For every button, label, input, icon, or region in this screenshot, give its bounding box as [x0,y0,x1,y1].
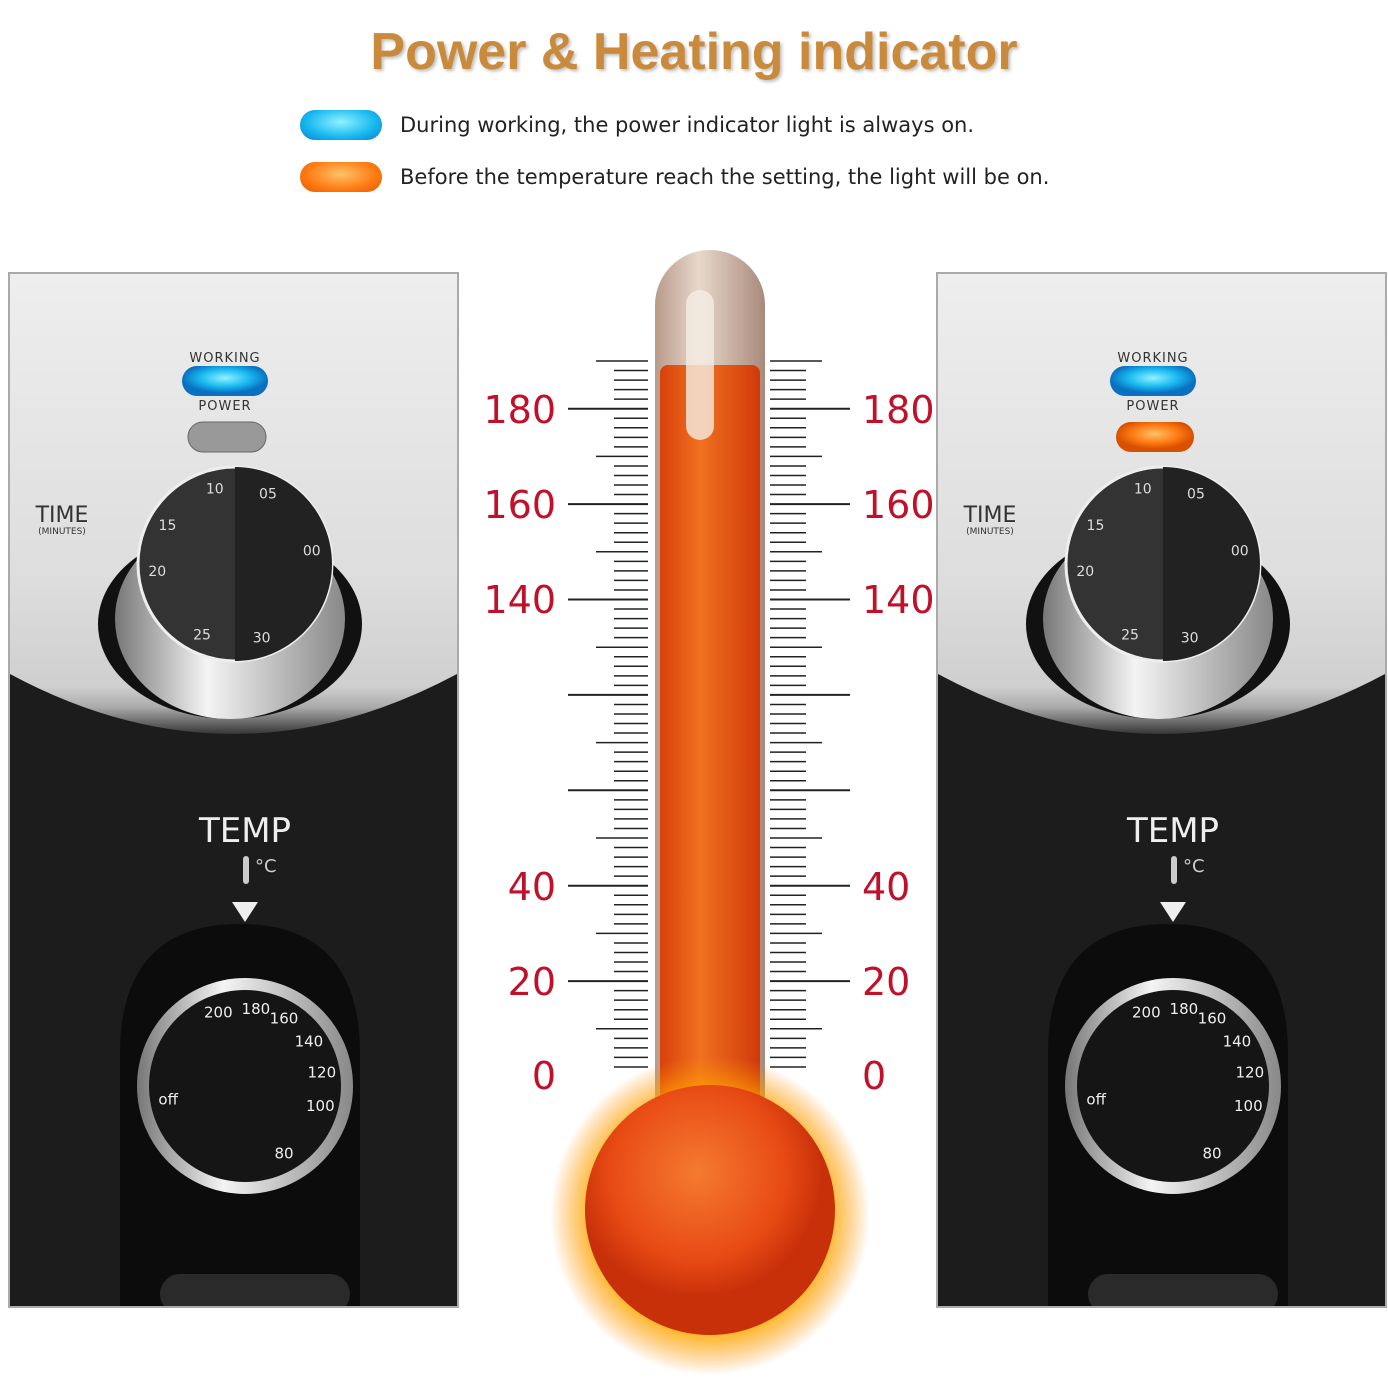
temp-dial-label: 140 [1223,1032,1252,1050]
celsius-label: °C [1183,856,1205,877]
time-dial-label: 00 [1231,543,1249,559]
time-dial-label: 30 [253,630,271,646]
temp-dial-label: 100 [306,1097,335,1115]
time-dial-label: 20 [148,564,166,580]
time-label: TIME [963,503,1017,528]
power-label: POWER [1126,399,1179,414]
time-dial-label: 15 [159,518,177,534]
orange-light-icon [300,162,382,192]
time-dial-label: 10 [1134,482,1152,498]
temp-dial-label: 200 [1132,1004,1161,1022]
time-dial-label: 30 [1181,630,1199,646]
celsius-label: °C [255,856,277,877]
air-fryer-panel-left: WORKING POWER TIME (MINUTES) 20 15 10 05 00 3… [8,272,459,1308]
power-light [182,366,268,396]
right-scale-label: 140 [862,578,935,622]
page-title: Power & Heating indicator [370,23,1018,81]
temp-dial-label: 120 [1235,1063,1264,1081]
working-label: WORKING [189,351,260,366]
left-scale-label: 0 [532,1054,556,1098]
time-dial-label: 00 [303,543,321,559]
temp-dial-label: 160 [270,1009,299,1027]
temp-label: TEMP [1126,811,1219,851]
time-dial-label: 25 [193,628,211,644]
air-fryer-panel-right: WORKING POWER TIME (MINUTES) 20 15 10 05 00 3… [936,272,1387,1308]
left-scale-label: 20 [508,960,556,1004]
minutes-label: (MINUTES) [966,527,1014,537]
power-light [1110,366,1196,396]
right-scale-label: 160 [862,483,935,527]
temp-dial-label: 180 [242,1000,271,1018]
temp-label: TEMP [198,811,291,851]
thermometer-bulb [585,1085,835,1335]
right-scale-label: 180 [862,388,935,432]
left-scale-label: 140 [483,578,556,622]
temp-dial-label: 120 [307,1063,336,1081]
thermometer-fill [660,365,760,1155]
legend-power: During working, the power indicator ligh… [300,110,974,140]
time-dial-label: 15 [1087,518,1105,534]
working-label: WORKING [1117,351,1188,366]
temp-dial-label: 200 [204,1004,233,1022]
left-scale-label: 180 [483,388,556,432]
time-dial-label: 25 [1121,628,1139,644]
minutes-label: (MINUTES) [38,527,86,537]
legend-heating-text: Before the temperature reach the setting… [400,165,1050,189]
temp-dial-label: off [1086,1091,1106,1109]
temp-dial-label: 160 [1198,1009,1227,1027]
power-label: POWER [198,399,251,414]
time-dial-label: 05 [259,486,277,502]
blue-light-icon [300,110,382,140]
temp-dial-label: 80 [1202,1145,1221,1163]
time-dial-label: 05 [1187,486,1205,502]
heating-light [1116,422,1194,452]
heating-light [187,421,267,453]
time-dial-label: 10 [206,482,224,498]
legend-heating: Before the temperature reach the setting… [300,162,1049,192]
time-dial-label: 20 [1076,564,1094,580]
temp-dial-label: 140 [295,1032,324,1050]
left-scale-label: 40 [508,865,556,909]
left-scale-label: 160 [483,483,556,527]
time-label: TIME [35,503,89,528]
right-scale-label: 20 [862,960,910,1004]
temp-dial-label: off [158,1091,178,1109]
right-scale-label: 40 [862,865,910,909]
temp-dial-label: 180 [1170,1000,1199,1018]
right-scale-label: 0 [862,1054,886,1098]
temp-dial-label: 80 [274,1145,293,1163]
legend-power-text: During working, the power indicator ligh… [400,113,975,137]
temp-dial-label: 100 [1234,1097,1263,1115]
